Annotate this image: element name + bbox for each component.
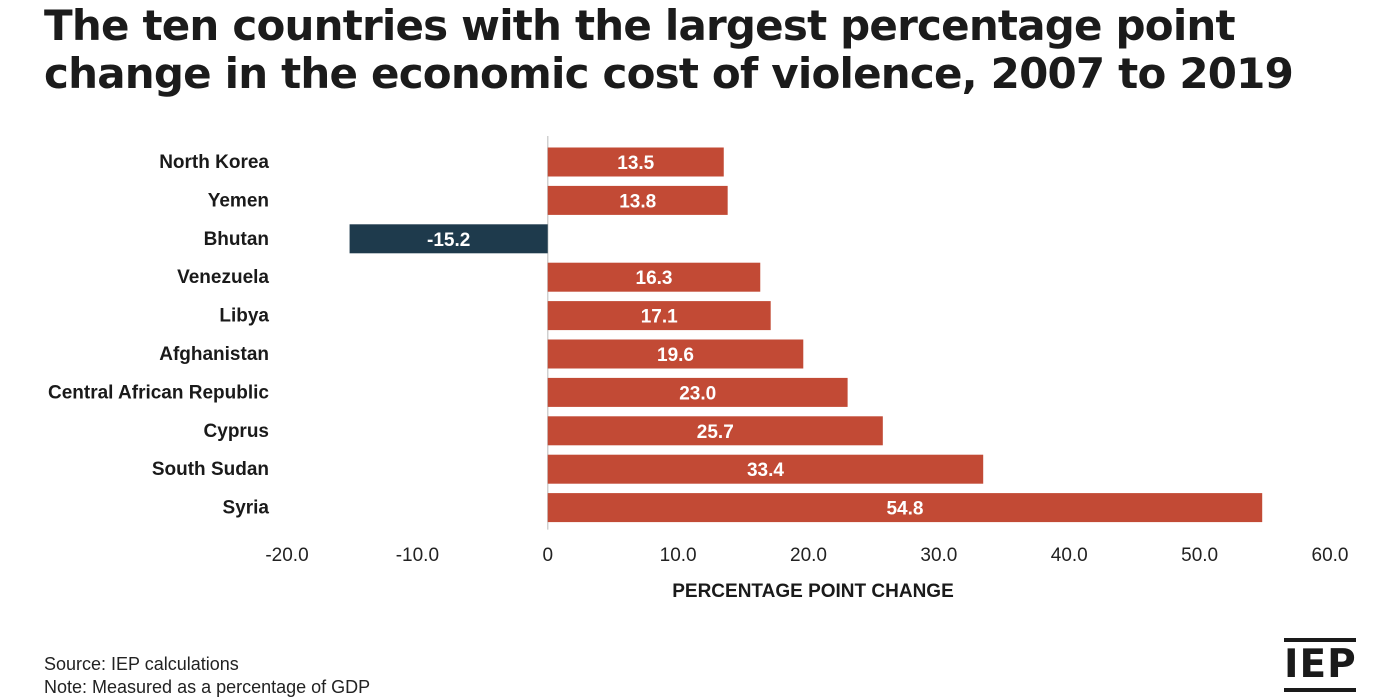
data-label: -15.2 [427,230,470,251]
data-label: 17.1 [641,307,678,328]
chart-title-line-2: change in the economic cost of violence,… [44,49,1294,98]
x-tick-label: 60.0 [1312,545,1349,566]
data-label: 13.8 [619,191,656,212]
source-note: Source: IEP calculations [44,654,239,674]
x-tick-label: -10.0 [396,545,439,566]
data-label: 25.7 [697,422,734,443]
bar [547,262,761,292]
bar [547,416,883,446]
category-label: Libya [219,306,269,327]
bar [547,377,848,407]
x-tick-label: 40.0 [1051,545,1088,566]
data-label: 16.3 [636,268,673,289]
bar [547,339,804,369]
category-label: Syria [223,498,270,519]
chart-title-line-1: The ten countries with the largest perce… [44,1,1236,50]
category-label: Central African Republic [48,382,269,403]
x-tick-label: 50.0 [1181,545,1218,566]
bar [547,301,771,331]
category-label: Bhutan [204,229,269,250]
data-label: 19.6 [657,345,694,366]
bar [547,454,984,484]
iep-logo: IEP [1284,638,1356,692]
category-label: Cyprus [204,421,269,442]
logo-text: IEP [1284,642,1357,687]
x-tick-label: 10.0 [660,545,697,566]
x-axis-title: PERCENTAGE POINT CHANGE [672,581,954,602]
bar [547,493,1263,523]
category-label: Venezuela [177,267,269,288]
bar [547,185,728,215]
category-label: Yemen [208,190,269,211]
data-label: 54.8 [886,499,923,520]
data-label: 13.5 [617,153,654,174]
measure-note: Note: Measured as a percentage of GDP [44,677,371,697]
bar [547,147,724,177]
logo-bottom-rule [1284,688,1356,692]
x-tick-label: 0 [542,545,553,566]
category-label: Afghanistan [159,344,269,365]
category-label: South Sudan [152,459,269,480]
chart-footer: Source: IEP calculations Note: Measured … [44,653,370,699]
data-label: 33.4 [747,460,784,481]
x-tick-label: 30.0 [920,545,957,566]
x-tick-label: 20.0 [790,545,827,566]
x-tick-label: -20.0 [265,545,308,566]
data-label: 23.0 [679,383,716,404]
category-label: North Korea [159,152,269,173]
logo-top-rule [1284,638,1356,642]
chart-title: The ten countries with the largest perce… [44,2,1384,98]
bar [349,224,548,254]
